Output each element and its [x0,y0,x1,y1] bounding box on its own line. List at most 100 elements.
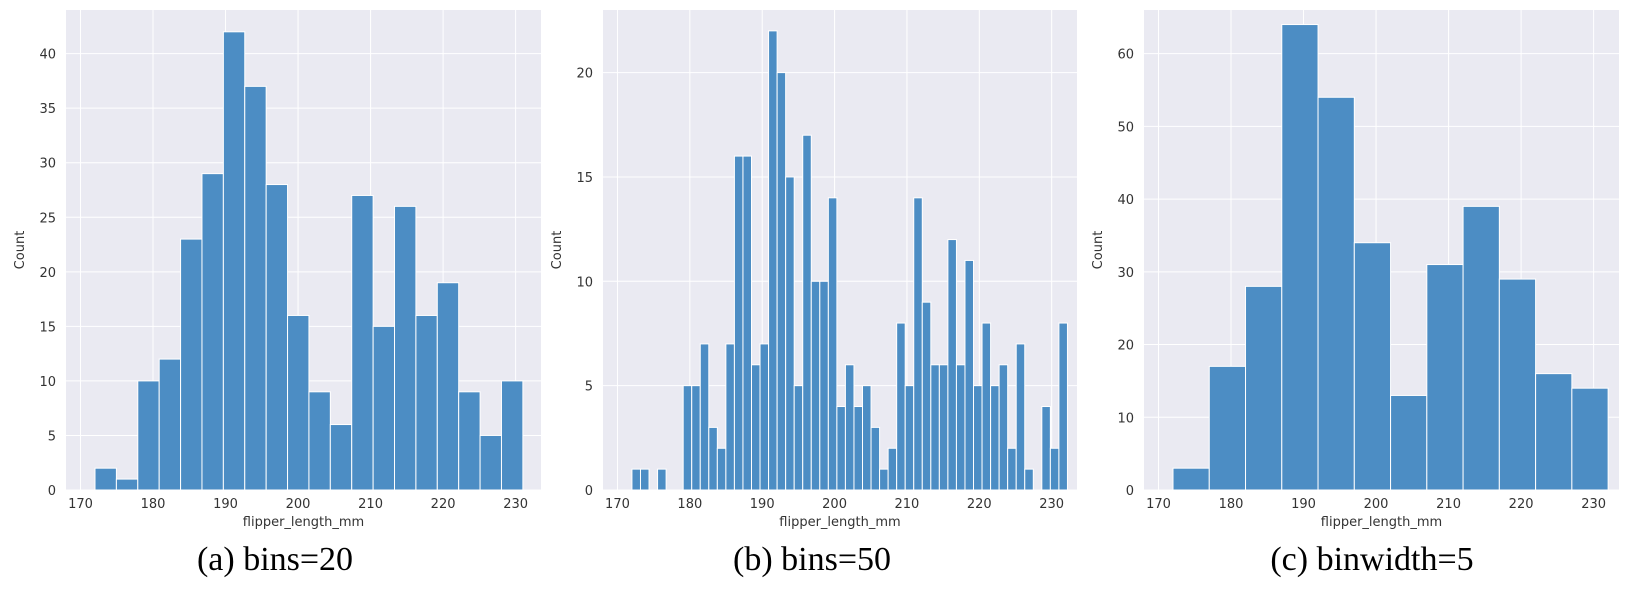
y-tick-label: 30 [39,157,56,172]
y-tick-label: 20 [39,266,56,281]
x-tick-label: 210 [895,497,920,512]
histogram-bar [1317,96,1355,491]
histogram-bar [947,239,957,491]
histogram-bar [998,364,1009,491]
x-tick-label: 190 [1291,497,1316,512]
y-tick-label: 50 [1117,120,1134,135]
x-tick-label: 220 [431,497,456,512]
y-tick-label: 10 [1117,411,1134,426]
histogram-bar [759,343,770,491]
x-tick-label: 190 [750,497,775,512]
x-axis-label: flipper_length_mm [1321,515,1442,530]
y-tick-label: 40 [39,48,56,63]
y-tick-label: 20 [576,67,593,82]
histogram-bar [1007,447,1017,491]
x-axis-label: flipper_length_mm [243,515,364,530]
x-tick-label: 210 [358,497,383,512]
histogram-bar [137,380,160,491]
y-tick-label: 15 [576,171,593,186]
histogram-bar [1498,278,1537,491]
histogram-bar [1462,205,1500,491]
x-tick-label: 230 [1581,497,1606,512]
x-tick-label: 180 [677,497,702,512]
histogram-bar [853,406,864,491]
histogram-bar [733,155,744,491]
x-tick-label: 200 [1364,497,1389,512]
histogram-bar [819,280,829,491]
histogram-bar [500,380,524,491]
histogram-bar [725,343,735,491]
histogram-bar [785,176,795,491]
histogram-panel-b: 170 180 190 200 210 220 230 0 5 10 15 20 flipper_len… [550,10,1077,578]
y-tick-label: 25 [39,211,56,226]
y-axis-label: Count [550,231,565,270]
x-tick-label: 200 [286,497,311,512]
histogram-bar [415,314,438,491]
y-tick-label: 0 [585,484,593,499]
histogram-bar [750,364,761,491]
histogram-bar [394,205,417,491]
histogram-bar [973,385,983,491]
histogram-bar [1426,264,1464,491]
histogram-panel-a: 170 180 190 200 210 220 230 0 5 10 15 20 25 30 35 40 fli… [13,10,541,578]
histogram-bar [768,30,778,491]
histogram-bar [458,391,481,491]
histogram-bar [158,358,182,491]
histogram-bar [708,426,718,491]
histogram-bar [896,322,906,491]
x-tick-label: 190 [213,497,238,512]
histogram-bar [265,184,289,491]
histogram-bar [793,385,804,491]
histogram-bar [1058,322,1068,491]
histogram-bar [827,197,838,491]
histogram-bar [1208,365,1247,491]
histogram-bar [802,134,812,491]
x-tick-label: 180 [141,497,166,512]
y-tick-label: 0 [1126,484,1134,499]
histogram-bar [844,364,855,491]
histogram-bar [904,385,915,491]
histogram-bar [1041,406,1051,491]
histogram-bar [836,406,846,491]
y-tick-label: 15 [39,320,56,335]
histogram-bar [930,364,940,491]
histogram-bar [329,424,353,491]
histogram-bar [862,385,872,491]
histogram-bar [115,478,139,491]
y-tick-label: 5 [48,429,56,444]
histogram-bar [201,173,224,491]
histogram-bar [716,447,727,491]
y-tick-label: 20 [1117,339,1134,354]
x-axis-label: flipper_length_mm [779,515,900,530]
histogram-bar [1571,387,1609,491]
histogram-bar [938,364,949,491]
x-tick-label: 200 [822,497,847,512]
histogram-bar [990,385,1000,491]
histogram-bar [887,447,898,491]
histogram-bar [1353,242,1392,491]
y-tick-label: 40 [1117,193,1134,208]
y-tick-label: 30 [1117,266,1134,281]
histogram-bar [479,434,502,491]
histogram-bar [1172,467,1210,491]
histogram-bar [631,468,641,491]
histogram-bar [699,343,710,491]
histogram-bar [913,197,923,491]
histogram-bar [682,385,693,491]
panel-caption-c: (c) binwidth=5 [1270,541,1473,578]
histogram-bar [657,468,667,491]
x-tick-label: 170 [605,497,630,512]
histogram-bar [955,364,966,491]
histogram-bar [1024,468,1034,491]
x-tick-label: 210 [1436,497,1461,512]
histogram-bar [870,426,881,491]
histogram-bar [742,155,752,491]
histogram-bar [1049,447,1060,491]
y-axis-label: Count [13,231,28,270]
histogram-bar [1015,343,1026,491]
y-axis-label: Count [1091,231,1106,270]
histogram-bar [1245,285,1283,491]
histogram-bar [921,301,932,491]
histogram-bar [308,391,331,491]
histogram-bar [1390,394,1428,491]
